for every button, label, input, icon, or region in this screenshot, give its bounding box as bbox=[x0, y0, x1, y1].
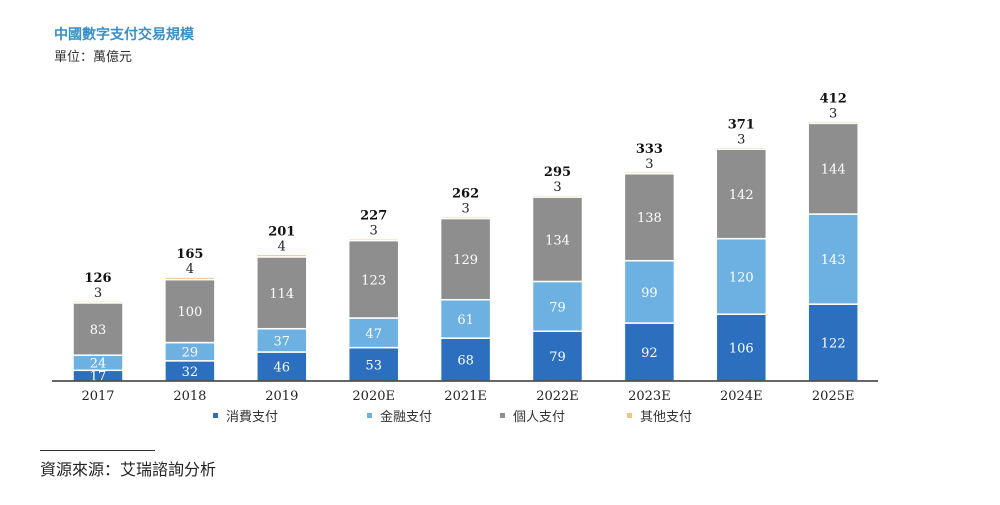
x-tick-label: 2025E bbox=[812, 389, 855, 404]
x-tick-label: 2018 bbox=[173, 389, 206, 404]
data-label: 123 bbox=[361, 273, 386, 288]
legend-swatch bbox=[500, 413, 505, 418]
x-tick-label: 2023E bbox=[628, 389, 671, 404]
data-label: 24 bbox=[90, 357, 107, 372]
data-label: 37 bbox=[274, 334, 291, 349]
bar-segment-2 bbox=[715, 148, 768, 240]
total-label: 126 bbox=[84, 271, 111, 286]
data-label-other: 3 bbox=[461, 202, 469, 217]
legend-swatch bbox=[367, 413, 372, 418]
legend-label: 個人支付 bbox=[513, 410, 565, 425]
bar-segment-3 bbox=[623, 171, 676, 175]
legend-swatch bbox=[213, 413, 218, 418]
bar-segment-2 bbox=[256, 256, 308, 330]
total-label: 371 bbox=[728, 117, 755, 132]
bar-segment-0 bbox=[347, 346, 400, 382]
bar-segment-3 bbox=[531, 194, 584, 198]
bar-segment-3 bbox=[347, 237, 400, 242]
chart-unit: 單位：萬億元 bbox=[54, 50, 133, 65]
total-label: 201 bbox=[268, 224, 295, 239]
data-label: 32 bbox=[182, 365, 199, 380]
total-label: 165 bbox=[176, 247, 203, 262]
x-tick-label: 2024E bbox=[720, 389, 763, 404]
data-label: 17 bbox=[90, 370, 107, 385]
data-label: 99 bbox=[641, 286, 658, 301]
bar-segment-1 bbox=[623, 259, 676, 324]
bar-segment-1 bbox=[531, 280, 584, 332]
source-note: 資源來源：艾瑞諮詢分析 bbox=[40, 460, 217, 479]
data-label-other: 3 bbox=[370, 224, 378, 239]
data-label: 46 bbox=[274, 361, 291, 376]
data-label: 83 bbox=[90, 323, 107, 338]
bar-segment-2 bbox=[164, 278, 216, 344]
legend-swatch bbox=[627, 413, 632, 418]
bar-segment-2 bbox=[623, 172, 676, 262]
x-tick-label: 2017 bbox=[81, 389, 114, 404]
bar-segment-0 bbox=[256, 351, 308, 382]
x-tick-label: 2019 bbox=[265, 389, 298, 404]
legend-label: 其他支付 bbox=[640, 410, 692, 425]
data-label: 92 bbox=[641, 346, 658, 361]
data-label-other: 4 bbox=[186, 262, 194, 277]
bar-segment-3 bbox=[164, 276, 216, 281]
bar-segment-2 bbox=[439, 217, 492, 301]
data-label: 106 bbox=[729, 342, 754, 357]
bar-segment-0 bbox=[623, 322, 676, 382]
data-label-other: 3 bbox=[737, 132, 745, 147]
data-label-other: 4 bbox=[278, 239, 286, 254]
data-label: 120 bbox=[729, 270, 754, 285]
total-label: 412 bbox=[820, 91, 847, 106]
bar-segment-3 bbox=[715, 146, 768, 150]
bar-segment-0 bbox=[715, 313, 768, 382]
data-label: 114 bbox=[269, 287, 294, 302]
data-label: 79 bbox=[549, 350, 566, 365]
data-label: 144 bbox=[821, 163, 846, 178]
data-label: 122 bbox=[821, 337, 846, 352]
bar-segment-3 bbox=[807, 120, 859, 125]
bar-segment-0 bbox=[439, 337, 492, 382]
total-label: 227 bbox=[360, 209, 387, 224]
bar-segment-3 bbox=[256, 253, 308, 258]
chart-title: 中國數字支付交易規模 bbox=[54, 27, 194, 43]
legend-label: 消費支付 bbox=[226, 410, 278, 425]
source-divider bbox=[40, 450, 155, 451]
x-tick-label: 2022E bbox=[536, 389, 579, 404]
data-label: 68 bbox=[457, 354, 474, 369]
x-tick-label: 2021E bbox=[444, 389, 487, 404]
total-label: 262 bbox=[452, 187, 479, 202]
stacked-bar-chart: 1724833126201732291004165201846371144201… bbox=[52, 91, 878, 425]
bar-segment-1 bbox=[715, 237, 768, 315]
x-tick-label: 2020E bbox=[352, 389, 395, 404]
data-label: 143 bbox=[821, 253, 846, 268]
bar-segment-2 bbox=[72, 302, 124, 356]
data-label: 29 bbox=[182, 346, 199, 361]
data-label-other: 3 bbox=[94, 286, 102, 301]
total-label: 333 bbox=[636, 142, 663, 157]
data-label: 100 bbox=[177, 305, 202, 320]
bar-segment-3 bbox=[439, 215, 492, 220]
data-label-other: 3 bbox=[645, 157, 653, 172]
data-label-other: 3 bbox=[553, 180, 561, 195]
bar-segment-1 bbox=[807, 213, 859, 305]
legend-label: 金融支付 bbox=[380, 409, 432, 425]
data-label-other: 3 bbox=[829, 106, 837, 121]
data-label: 134 bbox=[545, 233, 570, 248]
total-label: 295 bbox=[544, 165, 571, 180]
data-label: 53 bbox=[365, 358, 382, 373]
data-label: 129 bbox=[453, 253, 478, 268]
data-label: 138 bbox=[637, 211, 662, 226]
data-label: 61 bbox=[457, 313, 474, 328]
bar-segment-1 bbox=[347, 317, 400, 349]
data-label: 79 bbox=[549, 300, 566, 315]
bar-segment-3 bbox=[72, 300, 124, 304]
data-label: 142 bbox=[729, 188, 754, 203]
bar-segment-2 bbox=[531, 196, 584, 283]
data-label: 47 bbox=[365, 327, 382, 342]
